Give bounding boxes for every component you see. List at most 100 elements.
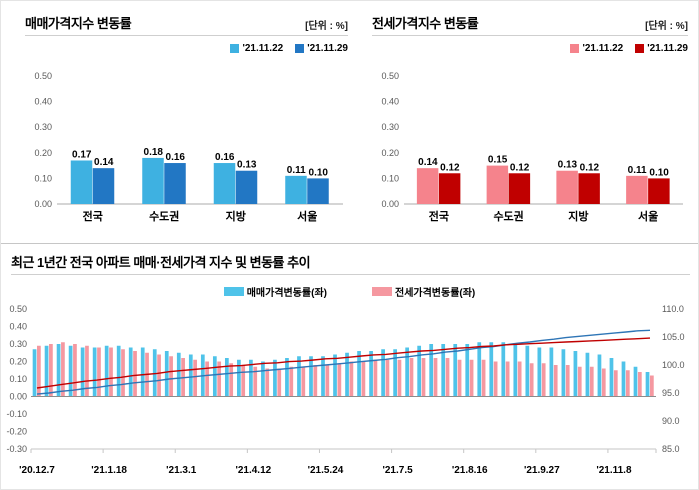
y-axis-tick-label: 0.00 [381, 199, 399, 209]
category-label: 지방 [226, 209, 246, 223]
trend-bar-s1-33 [433, 358, 438, 397]
trend-bar-s1-15 [217, 361, 222, 397]
trend-bar-s0-40 [513, 344, 518, 397]
trend-bar-s1-40 [517, 361, 522, 397]
trend-chart-svg: 0.50 0.40 0.30 0.20 0.10 0.00 -0.10 -0.20 -0.30 1… [6, 304, 684, 476]
trend-bar-s1-17 [241, 365, 246, 397]
bar-value-label: 0.15 [488, 155, 508, 166]
sales-bar-chart: 0.50 0.40 0.30 0.20 0.10 0.00 0.17 0.14 전국 0.18 0.… [25, 60, 348, 235]
legend-label: 전세가격변동률(좌) [395, 287, 476, 299]
y-axis-tick-label: 0.50 [381, 71, 399, 81]
trend-bar-s0-46 [585, 352, 590, 397]
right-axis-tick-label: 110.0 [662, 304, 684, 314]
legend-swatch-icon [570, 43, 580, 53]
trend-bar-s1-24 [325, 365, 330, 397]
trend-bar-s1-35 [457, 359, 462, 397]
jeonse-chart-svg: 0.500.400.300.200.100.000.14 0.12전국0.150.… [381, 71, 683, 223]
trend-bar-s0-41 [525, 345, 530, 397]
trend-bar-s0-21 [285, 358, 289, 397]
trend-bar-s1-20 [277, 368, 282, 397]
trend-bar-s0-44 [561, 349, 566, 397]
bar-jeonse-s1-0 [438, 173, 461, 204]
bar-value-label: 0.10 [649, 167, 669, 178]
y-axis-tick-label: 0.00 [34, 199, 52, 209]
bar-value-label: 0.12 [580, 162, 600, 173]
trend-bar-s1-0 [37, 345, 41, 397]
sales-price-panel: 매매가격지수 변동률 [단위 : %] '21.11.22 '21.11.29 0… [1, 13, 356, 235]
trend-bar-s1-32 [421, 358, 426, 397]
bar-value-label: 0.12 [510, 162, 530, 173]
legend-label: '21.11.29 [307, 42, 348, 54]
trend-bar-s1-14 [205, 361, 210, 397]
trend-bar-s0-27 [357, 351, 361, 397]
bar-jeonse-s0-2 [556, 170, 578, 204]
trend-bar-s1-46 [589, 366, 594, 397]
trend-bar-s0-39 [501, 342, 506, 397]
legend-swatch-icon [372, 286, 392, 296]
trend-bar-s1-29 [385, 359, 390, 397]
trend-bar-s0-24 [321, 356, 325, 397]
right-axis-tick-label: 90.0 [662, 416, 680, 426]
left-axis-tick-label: -0.20 [6, 427, 27, 437]
trend-section: 최근 1년간 전국 아파트 매매·전세가격 지수 및 변동률 추이 매매가격변동… [1, 243, 698, 486]
legend-label: '21.11.29 [647, 42, 688, 54]
trend-bar-s1-42 [541, 363, 546, 397]
trend-bar-s1-10 [157, 354, 161, 397]
bar-sales-s1-2 [235, 170, 258, 204]
left-axis-tick-label: -0.10 [6, 409, 27, 419]
left-axis-tick-label: 0.30 [9, 339, 27, 349]
left-axis-tick-label: 0.00 [9, 392, 27, 402]
x-axis-label: '21.7.5 [382, 465, 413, 476]
trend-bar-s0-10 [152, 349, 157, 397]
trend-bar-s0-42 [537, 347, 542, 397]
category-label: 전국 [429, 209, 449, 223]
trend-bar-s1-50 [637, 372, 642, 397]
x-axis-label: '21.1.18 [91, 465, 127, 476]
left-axis-tick-label: 0.20 [9, 357, 27, 367]
right-axis-tick-label: 85.0 [662, 444, 680, 454]
category-label: 서울 [297, 209, 317, 223]
trend-bar-s0-34 [441, 344, 446, 397]
trend-bar-s1-11 [169, 356, 173, 397]
jeonse-index-line [36, 337, 651, 389]
trend-bar-s1-44 [565, 365, 570, 397]
trend-bar-s0-1 [44, 345, 49, 397]
y-axis-tick-label: 0.20 [381, 148, 399, 158]
trend-bar-s1-34 [445, 358, 450, 397]
bar-value-label: 0.18 [144, 147, 164, 158]
trend-bar-s0-22 [297, 356, 301, 397]
category-label: 지방 [568, 209, 588, 223]
x-axis-label: '21.8.16 [452, 465, 488, 476]
trend-bar-s0-45 [573, 351, 578, 397]
legend-item: 매매가격변동률(좌) [223, 284, 327, 299]
legend-item: '21.11.22 [570, 43, 623, 54]
trend-bar-s0-3 [68, 345, 73, 397]
trend-bar-s1-26 [349, 361, 354, 397]
trend-bar-s0-36 [465, 344, 470, 397]
bar-sales-s0-3 [285, 175, 307, 204]
bar-value-label: 0.16 [215, 152, 235, 163]
jeonse-price-panel: 전세가격지수 변동률 [단위 : %] '21.11.22 '21.11.29 0… [356, 13, 698, 235]
trend-bar-s0-19 [261, 361, 265, 397]
legend-label: '21.11.22 [582, 42, 624, 54]
bar-value-label: 0.13 [237, 160, 257, 171]
x-axis-label: '20.12.7 [19, 465, 55, 476]
legend-item: '21.11.29 [635, 43, 688, 54]
y-axis-tick-label: 0.10 [381, 173, 399, 183]
trend-bar-s1-22 [301, 366, 306, 397]
trend-bar-s1-27 [361, 361, 366, 397]
trend-bar-s0-4 [80, 347, 85, 397]
trend-bar-s1-8 [133, 351, 137, 397]
left-axis-tick-label: 0.40 [9, 322, 27, 332]
trend-bar-s1-30 [397, 359, 402, 397]
y-axis-tick-label: 0.40 [34, 97, 52, 107]
trend-section-header: 최근 1년간 전국 아파트 매매·전세가격 지수 및 변동률 추이 [11, 252, 690, 275]
trend-bar-s0-9 [140, 347, 145, 397]
sales-panel-title: 매매가격지수 변동률 [25, 16, 132, 31]
jeonse-chart-legend: '21.11.22 '21.11.29 [372, 38, 688, 58]
bar-value-label: 0.16 [166, 152, 186, 163]
y-axis-tick-label: 0.50 [34, 71, 52, 81]
trend-bar-s0-11 [164, 351, 169, 397]
trend-bar-s0-6 [104, 345, 109, 397]
